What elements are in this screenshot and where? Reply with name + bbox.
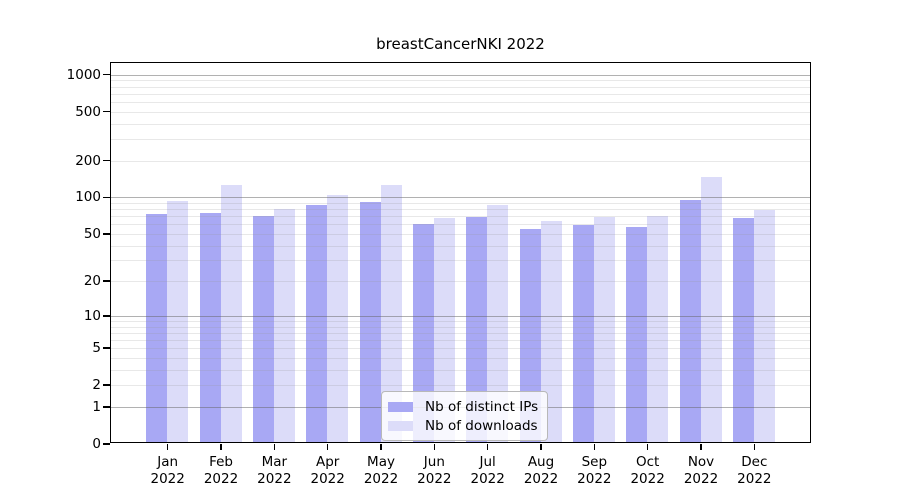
bar-downloads-dec bbox=[753, 209, 775, 442]
minor-gridline bbox=[111, 93, 810, 95]
x-tick-mark bbox=[166, 444, 169, 450]
y-tick-label: 50 bbox=[83, 225, 101, 242]
y-tick-label: 0 bbox=[92, 436, 101, 452]
y-tick-mark bbox=[103, 73, 110, 76]
downloads-swatch-icon bbox=[388, 420, 413, 431]
bar-distinct-ips-jul bbox=[466, 216, 488, 442]
x-tick-mark bbox=[220, 444, 222, 450]
y-tick-mark bbox=[103, 347, 110, 350]
bar-distinct-ips-feb bbox=[199, 212, 221, 442]
x-tick-label: Feb 2022 bbox=[203, 454, 239, 487]
bar-distinct-ips-aug bbox=[519, 228, 541, 442]
y-tick-label: 1000 bbox=[66, 66, 101, 83]
bar-distinct-ips-may bbox=[359, 202, 381, 442]
y-tick-mark bbox=[103, 384, 110, 387]
y-tick-label: 2 bbox=[92, 377, 101, 394]
bar-downloads-oct bbox=[647, 215, 669, 442]
distinct-ips-swatch-icon bbox=[388, 401, 413, 412]
minor-gridline bbox=[111, 80, 810, 82]
bar-distinct-ips-jun bbox=[412, 224, 434, 442]
y-tick-mark bbox=[103, 233, 110, 235]
x-tick-mark bbox=[540, 444, 542, 450]
y-tick-label: 10 bbox=[83, 307, 101, 324]
bar-downloads-jan bbox=[167, 200, 189, 442]
minor-gridline bbox=[111, 138, 810, 140]
x-tick-label: May 2022 bbox=[363, 454, 399, 487]
bar-distinct-ips-jan bbox=[146, 214, 168, 442]
x-tick-label: Mar 2022 bbox=[257, 454, 292, 487]
x-tick-mark bbox=[700, 444, 702, 450]
y-tick-mark bbox=[103, 443, 110, 445]
x-tick-label: Aug 2022 bbox=[523, 454, 559, 487]
x-tick-label: Jun 2022 bbox=[417, 454, 452, 487]
x-tick-mark bbox=[326, 444, 329, 450]
x-tick-label: Sep 2022 bbox=[577, 454, 612, 487]
x-tick-label: Apr 2022 bbox=[310, 454, 345, 487]
major-gridline bbox=[111, 74, 810, 76]
minor-gridline bbox=[111, 111, 810, 113]
bar-downloads-may bbox=[380, 185, 402, 442]
x-tick-label: Jul 2022 bbox=[470, 454, 505, 487]
x-tick-mark bbox=[486, 444, 489, 450]
y-tick-mark bbox=[103, 196, 110, 199]
y-tick-mark bbox=[103, 110, 110, 113]
legend-item-distinct-ips: Nb of distinct IPs bbox=[388, 397, 538, 416]
y-tick-label: 200 bbox=[75, 152, 101, 169]
bar-downloads-jul bbox=[487, 205, 509, 442]
x-tick-label: Oct 2022 bbox=[630, 454, 665, 487]
y-tick-label: 5 bbox=[92, 340, 101, 357]
bar-downloads-feb bbox=[220, 184, 242, 442]
bar-distinct-ips-dec bbox=[732, 218, 754, 442]
bar-downloads-aug bbox=[540, 221, 562, 442]
bar-distinct-ips-oct bbox=[626, 226, 648, 442]
plot-area: Nb of distinct IPs Nb of downloads Jan 2… bbox=[67, 62, 811, 487]
x-tick-mark bbox=[380, 444, 382, 450]
bar-distinct-ips-sep bbox=[572, 225, 594, 442]
x-tick-mark bbox=[433, 444, 436, 450]
x-tick-label: Jan 2022 bbox=[150, 454, 185, 487]
legend-label: Nb of downloads bbox=[425, 417, 538, 434]
bar-distinct-ips-mar bbox=[252, 215, 274, 442]
bar-distinct-ips-nov bbox=[679, 199, 701, 442]
minor-gridline bbox=[111, 123, 810, 125]
bar-distinct-ips-apr bbox=[306, 205, 328, 442]
bar-downloads-sep bbox=[593, 217, 615, 442]
y-tick-mark bbox=[103, 280, 110, 283]
bar-downloads-apr bbox=[327, 195, 349, 442]
x-tick-mark bbox=[646, 444, 649, 450]
y-tick-label: 100 bbox=[75, 189, 101, 206]
legend-label: Nb of distinct IPs bbox=[425, 398, 539, 415]
bar-downloads-nov bbox=[700, 176, 722, 442]
x-tick-label: Nov 2022 bbox=[683, 454, 719, 487]
y-tick-label: 20 bbox=[83, 273, 101, 290]
chart-title: breastCancerNKI 2022 bbox=[376, 35, 545, 53]
legend-item-downloads: Nb of downloads bbox=[388, 416, 538, 435]
legend: Nb of distinct IPs Nb of downloads bbox=[381, 391, 549, 441]
minor-gridline bbox=[111, 102, 810, 103]
minor-gridline bbox=[111, 86, 810, 88]
x-tick-mark bbox=[753, 444, 756, 450]
y-tick-label: 500 bbox=[75, 103, 101, 120]
x-tick-mark bbox=[273, 444, 276, 450]
x-tick-mark bbox=[593, 444, 596, 450]
y-tick-label: 1 bbox=[92, 398, 101, 415]
y-tick-mark bbox=[103, 159, 110, 162]
x-tick-label: Dec 2022 bbox=[737, 454, 772, 487]
minor-gridline bbox=[111, 160, 810, 162]
bar-downloads-mar bbox=[273, 209, 295, 442]
y-tick-mark bbox=[103, 315, 110, 317]
bar-downloads-jun bbox=[433, 218, 455, 442]
y-tick-mark bbox=[103, 406, 110, 408]
